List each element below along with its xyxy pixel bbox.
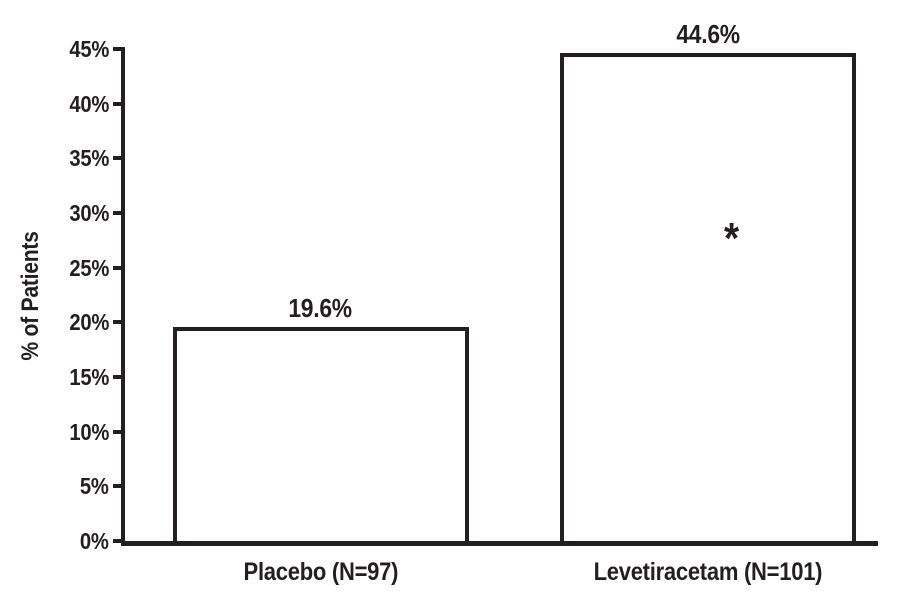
y-tick-mark xyxy=(113,320,122,325)
y-tick-mark xyxy=(113,101,122,106)
y-tick-label: 5% xyxy=(9,472,109,500)
significance-asterisk: * xyxy=(702,213,762,263)
bar-value-label-text: 44.6% xyxy=(676,19,740,50)
y-tick-label-text: 15% xyxy=(69,364,109,390)
y-tick-label-text: 30% xyxy=(69,200,109,226)
y-tick-mark xyxy=(113,47,122,51)
y-tick-label: 30% xyxy=(9,199,109,227)
y-tick-label: 35% xyxy=(9,144,109,172)
bar-value-label: 44.6% xyxy=(598,19,818,49)
y-tick-label-text: 40% xyxy=(69,90,109,117)
bar-value-label: 19.6% xyxy=(211,293,431,323)
bar-placebo xyxy=(172,326,469,545)
y-tick-label-text: 5% xyxy=(80,473,109,500)
bar-value-label-text: 19.6% xyxy=(288,292,353,323)
y-axis-line xyxy=(121,47,125,546)
y-tick-label: 15% xyxy=(9,363,109,391)
y-axis-title-text: % of Patients xyxy=(17,231,44,361)
x-axis-category-label: Levetiracetam (N=101) xyxy=(498,557,897,587)
y-tick-label: 25% xyxy=(9,254,109,282)
y-tick-label: 45% xyxy=(9,35,109,63)
y-tick-label-text: 10% xyxy=(69,418,109,445)
y-tick-label-text: 45% xyxy=(69,36,109,62)
y-tick-label: 0% xyxy=(9,527,109,555)
bar-levetiracetam xyxy=(560,53,856,545)
y-tick-mark xyxy=(113,211,122,215)
y-axis-title: % of Patients xyxy=(17,223,45,370)
y-tick-mark xyxy=(113,484,122,489)
y-tick-mark xyxy=(113,429,122,434)
y-tick-label-text: 20% xyxy=(69,309,109,336)
y-tick-label-text: 35% xyxy=(69,145,109,172)
y-tick-mark xyxy=(113,375,122,379)
y-tick-label: 10% xyxy=(9,418,109,446)
y-tick-mark xyxy=(113,539,122,543)
y-tick-mark xyxy=(113,156,122,161)
x-axis-line xyxy=(121,541,878,546)
y-tick-mark xyxy=(113,265,122,270)
x-axis-category-label: Placebo (N=97) xyxy=(111,557,531,587)
y-tick-label-text: 25% xyxy=(69,254,109,281)
y-tick-label: 20% xyxy=(9,308,109,336)
x-axis-category-label-text: Placebo (N=97) xyxy=(243,558,398,586)
significance-asterisk-text: * xyxy=(724,213,740,263)
y-tick-label-text: 0% xyxy=(80,528,109,554)
y-tick-label: 40% xyxy=(9,90,109,118)
x-axis-category-label-text: Levetiracetam (N=101) xyxy=(593,558,823,586)
